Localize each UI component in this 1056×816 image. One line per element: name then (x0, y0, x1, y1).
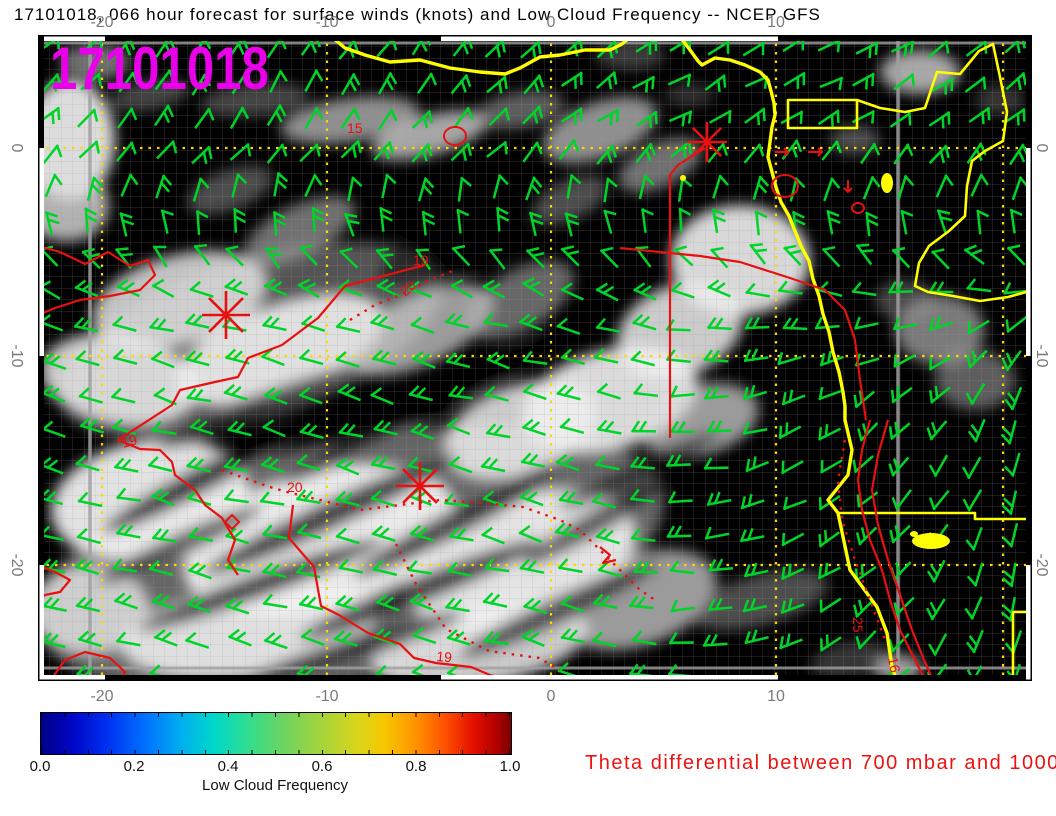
colorbar-tick-label: 0.2 (123, 758, 145, 775)
colorbar-tick-label: 1.0 (499, 758, 521, 775)
run-stamp: 17101018 (50, 35, 269, 102)
lon-tick-top: 0 (546, 14, 556, 31)
svg-text:19: 19 (413, 252, 429, 268)
svg-text:19: 19 (120, 431, 139, 451)
lon-tick-top: -10 (315, 14, 339, 31)
svg-text:15: 15 (347, 120, 363, 136)
figure-title: 17101018, 066 hour forecast for surface … (14, 5, 821, 24)
colorbar-tick-label: 0.4 (217, 758, 239, 775)
colorbar-tick-label: 0.0 (29, 758, 51, 775)
svg-text:20: 20 (287, 479, 303, 495)
lon-tick-top: 10 (767, 14, 785, 31)
theta-annotation: Theta differential between 700 mbar and … (585, 752, 1056, 774)
svg-text:25: 25 (850, 617, 866, 633)
map-plot: 19 20 19 20 19 15 25 16 17101018 (38, 35, 1032, 681)
colorbar-tick-label: 0.8 (405, 758, 427, 775)
lon-tick-bottom: -20 (90, 688, 114, 705)
lon-tick-bottom: 10 (767, 688, 785, 705)
lat-tick-right: -20 (1033, 553, 1050, 577)
colorbar-ticks-bottom (41, 750, 511, 754)
svg-text:19: 19 (436, 648, 453, 665)
lon-tick-top: -20 (90, 14, 114, 31)
lon-tick-bottom: 0 (546, 688, 556, 705)
lat-tick-left: -10 (8, 344, 25, 368)
colorbar (40, 712, 512, 755)
lat-tick-left: 0 (8, 143, 25, 153)
svg-text:16: 16 (885, 656, 903, 674)
colorbar-ticks-top (41, 713, 511, 717)
lat-tick-right: -10 (1033, 344, 1050, 368)
lon-tick-bottom: -10 (315, 688, 339, 705)
lat-tick-left: -20 (8, 553, 25, 577)
colorbar-tick-label: 0.6 (311, 758, 333, 775)
colorbar-caption: Low Cloud Frequency (202, 777, 348, 794)
lat-tick-right: 0 (1033, 143, 1050, 153)
